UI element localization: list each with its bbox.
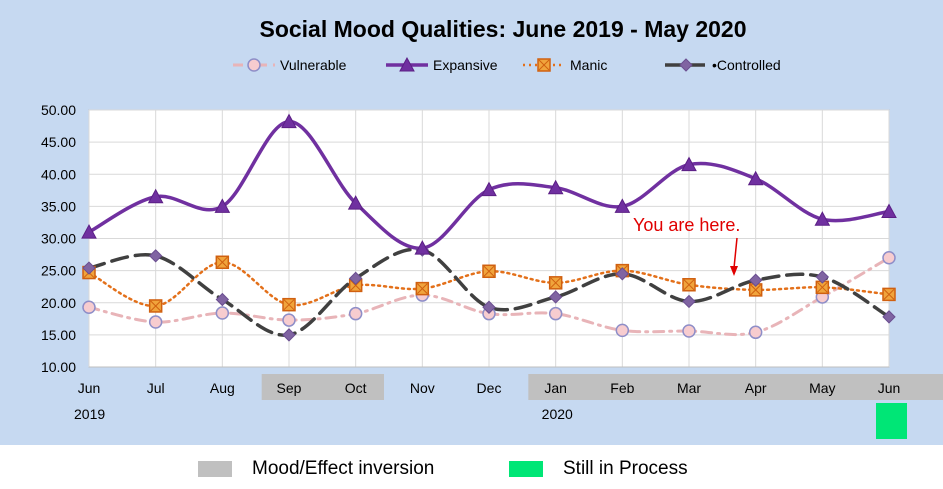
point-expansive (81, 224, 97, 239)
annotation-text: You are here. (633, 215, 740, 235)
still-in-process-band (876, 403, 907, 439)
point-expansive (481, 181, 497, 197)
point-vulnerable (148, 315, 163, 329)
y-tick-label: 35.00 (41, 198, 76, 214)
point-manic (148, 299, 163, 313)
annotation-arrow (733, 237, 738, 269)
x-tick-label: Jan (544, 380, 567, 396)
point-manic (415, 281, 430, 296)
point-controlled (215, 292, 230, 307)
point-expansive (547, 179, 564, 195)
inversion-key-swatch (198, 461, 232, 477)
y-tick-label: 45.00 (41, 134, 76, 150)
y-tick-label: 50.00 (41, 102, 76, 118)
x-tick-label: Dec (477, 380, 502, 396)
y-tick-label: 40.00 (41, 166, 76, 182)
in-process-key-label: Still in Process (563, 458, 688, 479)
point-controlled (815, 270, 830, 284)
point-manic (215, 255, 230, 270)
line-chart: 10.00 15.00 20.00 25.00 30.00 35.00 40.00 45.00… (0, 0, 943, 445)
x-tick-label: Apr (745, 380, 767, 396)
shading-key (0, 445, 943, 489)
point-expansive (747, 170, 764, 186)
point-expansive (281, 113, 297, 129)
point-manic (748, 283, 763, 297)
inversion-band (528, 374, 943, 400)
point-controlled (748, 273, 763, 287)
inversion-band (261, 374, 384, 400)
legend-label-vulnerable: Vulnerable (280, 57, 347, 73)
y-tick-label: 15.00 (41, 327, 76, 343)
point-vulnerable (82, 300, 96, 314)
point-controlled (482, 300, 496, 314)
x-tick-label: May (809, 380, 835, 396)
point-controlled (882, 310, 896, 324)
point-vulnerable (882, 251, 896, 265)
point-expansive (414, 240, 431, 255)
x-tick-label: Jun (78, 380, 101, 396)
point-controlled (82, 261, 96, 275)
point-controlled (615, 267, 630, 281)
x-tick-label: Mar (677, 380, 701, 396)
point-vulnerable (215, 306, 230, 320)
x-tick-label: Oct (345, 380, 367, 396)
legend-marker-vulnerable (247, 58, 261, 72)
point-manic (482, 264, 496, 279)
legend-label-manic: Manic (570, 57, 607, 73)
chart-title: Social Mood Qualities: June 2019 - May 2… (259, 16, 746, 42)
point-controlled (548, 290, 563, 304)
point-expansive (614, 198, 631, 213)
point-expansive (881, 203, 897, 219)
point-expansive (147, 188, 164, 204)
point-controlled (282, 328, 296, 342)
x-tick-label: Nov (410, 380, 435, 396)
legend-marker-controlled (679, 58, 693, 72)
point-manic (815, 280, 830, 295)
y-tick-label: 30.00 (41, 231, 76, 247)
point-manic (882, 287, 896, 302)
point-vulnerable (348, 306, 363, 321)
x-tick-label: Feb (610, 380, 634, 396)
point-expansive (681, 156, 697, 172)
point-manic (282, 297, 296, 312)
legend-label-expansive: Expansive (433, 57, 498, 73)
point-vulnerable (748, 325, 763, 340)
inversion-key-label: Mood/Effect inversion (252, 458, 435, 479)
point-vulnerable (282, 313, 296, 327)
point-controlled (148, 249, 163, 263)
point-manic (548, 276, 563, 290)
year-label: 2019 (74, 406, 105, 422)
point-expansive (214, 198, 231, 213)
x-tick-label: Jul (147, 380, 165, 396)
point-expansive (347, 195, 364, 210)
point-manic (348, 278, 363, 293)
point-vulnerable (682, 324, 696, 338)
x-tick-label: Jun (878, 380, 901, 396)
year-label: 2020 (542, 406, 573, 422)
point-controlled (348, 271, 363, 286)
in-process-key-swatch (509, 461, 543, 477)
legend-label-controlled: •Controlled (712, 57, 781, 73)
point-vulnerable (548, 306, 563, 321)
point-controlled (682, 294, 696, 309)
y-tick-label: 10.00 (41, 359, 76, 375)
y-tick-label: 20.00 (41, 295, 76, 311)
point-manic (682, 278, 696, 292)
x-tick-label: Aug (210, 380, 235, 396)
y-tick-label: 25.00 (41, 263, 76, 279)
legend-marker-expansive (399, 56, 415, 72)
annotation-arrowhead (730, 266, 738, 276)
legend-marker-manic (537, 58, 551, 72)
x-tick-label: Sep (277, 380, 302, 396)
point-vulnerable (615, 323, 630, 338)
point-expansive (814, 211, 831, 226)
